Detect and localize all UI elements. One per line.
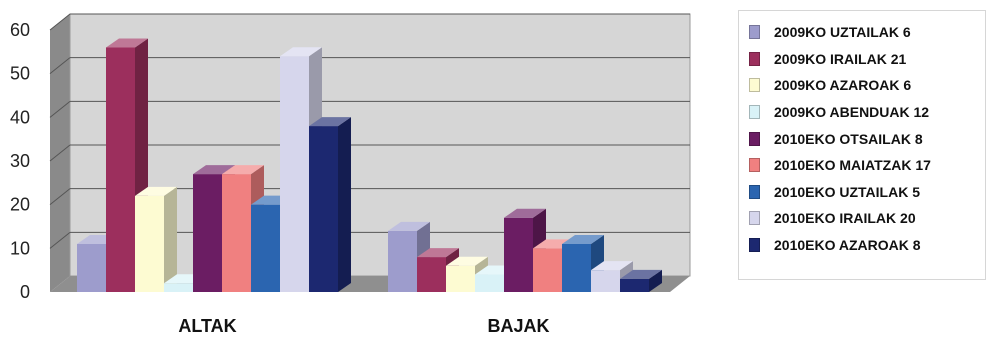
bar-side: [649, 269, 662, 292]
legend-item: 2009KO IRAILAK 21: [749, 46, 985, 73]
y-tick-label: 10: [10, 238, 30, 258]
legend-item: 2010EKO UZTAILAK 5: [749, 179, 985, 206]
gridline-side: [49, 144, 71, 162]
bar-top: [562, 234, 604, 244]
legend-swatch: [749, 158, 760, 173]
legend-label: 2010EKO IRAILAK 20: [774, 210, 916, 227]
y-tick-label: 30: [10, 151, 30, 171]
bar-side: [164, 186, 177, 292]
legend-item: 2010EKO MAIATZAK 17: [749, 152, 985, 179]
bar-side: [338, 117, 351, 292]
bar-front: [591, 270, 620, 292]
bar: [504, 208, 546, 292]
bar: [309, 117, 351, 292]
legend-swatch: [749, 78, 760, 93]
x-category-label: BAJAK: [487, 316, 549, 336]
bar-top: [591, 261, 633, 271]
legend-swatch: [749, 184, 760, 199]
bar-top: [620, 269, 662, 279]
bar-top: [106, 38, 148, 48]
y-tick-label: 40: [10, 107, 30, 127]
legend-item: 2009KO ABENDUAK 12: [749, 99, 985, 126]
legend-label: 2009KO UZTAILAK 6: [774, 24, 911, 41]
x-axis-categories: ALTAK BAJAK: [178, 316, 549, 336]
legend-item: 2009KO UZTAILAK 6: [749, 19, 985, 46]
y-axis-ticks: 0 10 20 30 40 50 60: [10, 20, 30, 302]
bar-top: [135, 186, 177, 196]
gridline-side: [49, 188, 71, 206]
bar: [135, 186, 177, 292]
legend-swatch: [749, 131, 760, 146]
bars: [77, 38, 662, 293]
bar-front: [475, 274, 504, 292]
legend-swatch: [749, 105, 760, 120]
legend-item: 2010EKO IRAILAK 20: [749, 205, 985, 232]
x-category-label: ALTAK: [178, 316, 236, 336]
legend-swatch: [749, 51, 760, 66]
bar-front: [388, 230, 417, 292]
bar-front: [562, 243, 591, 292]
bar: [620, 269, 662, 292]
bar-front: [533, 248, 562, 292]
legend-label: 2010EKO MAIATZAK 17: [774, 157, 931, 174]
legend: 2009KO UZTAILAK 6 2009KO IRAILAK 21 2009KO…: [738, 10, 986, 280]
legend-label: 2010EKO AZAROAK 8: [774, 237, 921, 254]
bar-chart: 0 10 20 30 40 50 60 ALTAK BAJAK: [10, 13, 691, 336]
bar-front: [280, 56, 309, 293]
gridline-side: [49, 231, 71, 249]
legend-label: 2009KO AZAROAK 6: [774, 77, 912, 94]
bar-top: [280, 47, 322, 57]
legend-label: 2010EKO OTSAILAK 8: [774, 130, 923, 147]
y-tick-label: 60: [10, 20, 30, 40]
bar-front: [222, 174, 251, 292]
y-tick-label: 50: [10, 64, 30, 84]
y-tick-label: 0: [20, 282, 30, 302]
bar-front: [504, 217, 533, 292]
bar-top: [388, 221, 430, 231]
bar-front: [620, 278, 649, 292]
gridline-side: [49, 13, 71, 31]
legend-label: 2009KO IRAILAK 21: [774, 50, 907, 67]
bar-top: [193, 165, 235, 175]
bar-front: [106, 47, 135, 292]
bar-front: [446, 265, 475, 292]
y-tick-label: 20: [10, 195, 30, 215]
bar-front: [309, 126, 338, 292]
legend-label: 2010EKO UZTAILAK 5: [774, 183, 920, 200]
bar-front: [164, 283, 193, 292]
bar-front: [417, 257, 446, 292]
bar-top: [504, 208, 546, 218]
bar-front: [135, 195, 164, 292]
legend-label: 2009KO ABENDUAK 12: [774, 104, 930, 121]
bar-top: [446, 256, 488, 266]
legend-item: 2010EKO OTSAILAK 8: [749, 125, 985, 152]
legend-swatch: [749, 211, 760, 226]
gridline-side: [49, 57, 71, 75]
legend-item: 2010EKO AZAROAK 8: [749, 232, 985, 259]
bar-top: [222, 165, 264, 175]
bar-front: [77, 243, 106, 292]
gridline-side: [49, 100, 71, 118]
bar-front: [251, 204, 280, 292]
legend-swatch: [749, 25, 760, 40]
bar-front: [193, 174, 222, 292]
legend-swatch: [749, 238, 760, 253]
bar-top: [417, 248, 459, 258]
legend-item: 2009KO AZAROAK 6: [749, 72, 985, 99]
bar-top: [309, 117, 351, 127]
